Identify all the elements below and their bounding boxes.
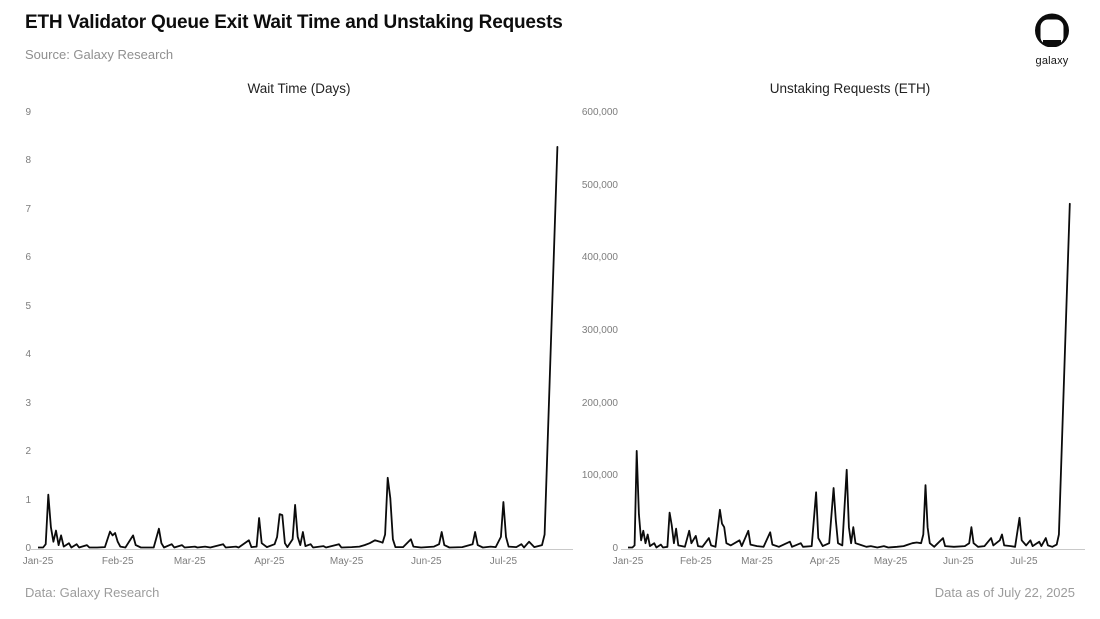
y-tick-label: 300,000 — [581, 325, 618, 336]
x-tick-label: Jun-25 — [943, 556, 974, 567]
x-tick-label: May-25 — [873, 556, 908, 567]
y-tick-label: 500,000 — [581, 179, 618, 191]
x-tick-label: Jun-25 — [411, 556, 442, 567]
unstaking-plot-area — [627, 113, 1072, 549]
x-tick-label: Jan-25 — [612, 556, 644, 567]
unstaking-requests-line — [627, 202, 1071, 549]
unstaking-y-axis: 0 100,000 200,000 300,000 400,000 500,000 600,… — [558, 107, 618, 554]
wait-time-plot-area — [37, 113, 560, 549]
x-tick-label: Mar-25 — [173, 556, 206, 567]
footer-data-as-of: Data as of July 22, 2025 — [934, 585, 1075, 600]
footer-data-source: Data: Galaxy Research — [25, 585, 160, 600]
x-tick-label: Jan-25 — [22, 556, 54, 567]
wait-time-line — [37, 146, 559, 549]
chart-title-unstaking-requests: Unstaking Requests (ETH) — [769, 81, 931, 96]
unstaking-x-axis: Jan-25 Feb-25 Mar-25 Apr-25 May-25 Jun-25 Jul-… — [613, 556, 1072, 570]
y-tick-label: 9 — [25, 107, 31, 118]
page-title: ETH Validator Queue Exit Wait Time and U… — [25, 12, 563, 33]
x-tick-label: May-25 — [329, 556, 364, 567]
y-tick-label: 7 — [25, 203, 31, 215]
y-tick-label: 8 — [25, 155, 31, 167]
galaxy-logo-icon — [1033, 13, 1071, 50]
y-tick-label: 100,000 — [581, 470, 618, 482]
x-tick-label: Mar-25 — [741, 556, 773, 567]
wait-time-x-axis: Jan-25 Feb-25 Mar-25 Apr-25 May-25 Jun-25 Jul-… — [23, 556, 560, 570]
y-tick-label: 600,000 — [581, 107, 618, 118]
y-tick-label: 0 — [25, 543, 31, 554]
x-tick-label: Feb-25 — [679, 556, 712, 567]
chart-title-wait-time: Wait Time (Days) — [247, 81, 351, 96]
wait-time-x-axis-line — [31, 549, 573, 550]
x-tick-label: Jul-25 — [1010, 556, 1038, 567]
galaxy-logo: galaxy — [1028, 13, 1076, 67]
x-tick-label: Apr-25 — [809, 556, 840, 567]
galaxy-logo-text: galaxy — [1035, 55, 1069, 67]
y-tick-label: 2 — [25, 446, 31, 458]
x-tick-label: Jul-25 — [489, 556, 518, 567]
y-tick-label: 1 — [25, 494, 31, 506]
y-tick-label: 200,000 — [581, 397, 618, 409]
y-tick-label: 3 — [25, 397, 31, 409]
wait-time-y-axis: 0 1 2 3 4 5 6 7 8 9 — [0, 107, 31, 554]
source-subtitle: Source: Galaxy Research — [25, 47, 174, 62]
y-tick-label: 400,000 — [581, 252, 618, 264]
x-tick-label: Feb-25 — [101, 556, 134, 567]
y-tick-label: 0 — [612, 543, 618, 554]
y-tick-label: 6 — [25, 252, 31, 264]
y-tick-label: 5 — [25, 300, 31, 312]
y-tick-label: 4 — [25, 349, 31, 361]
unstaking-x-axis-line — [621, 549, 1085, 550]
x-tick-label: Apr-25 — [254, 556, 285, 567]
